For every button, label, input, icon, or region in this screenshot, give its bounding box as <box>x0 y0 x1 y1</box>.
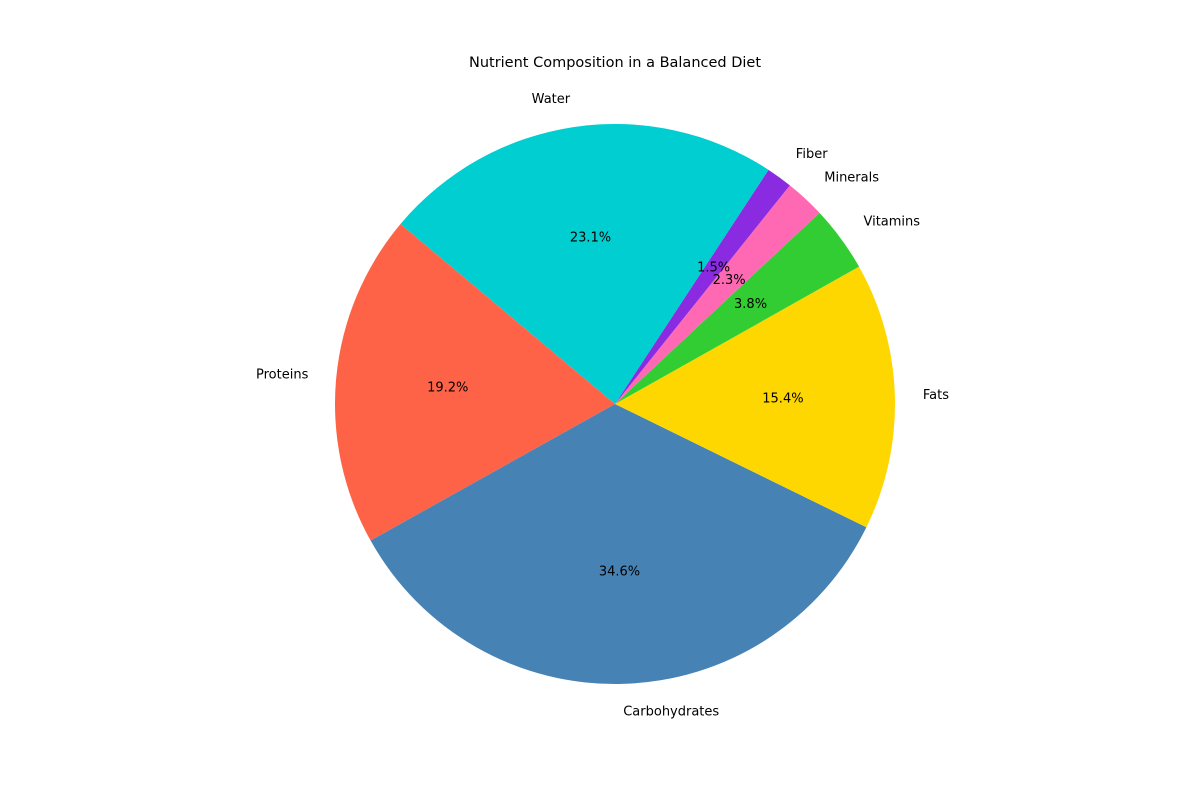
slice-percent-fats: 15.4% <box>762 392 803 407</box>
pie-percent-labels: 19.2% 34.6% 15.4% 3.8% 2.3%1.5% 23.1% <box>427 230 803 579</box>
slice-percent-proteins: 19.2% <box>427 381 468 396</box>
slice-percent-vitamins: 3.8% <box>734 297 767 312</box>
pie-slice-carbohydrates <box>370 404 867 684</box>
slice-label-water: Water <box>532 92 571 107</box>
slice-percent-water: 23.1% <box>570 230 611 245</box>
pie-slice-water <box>400 124 769 404</box>
slice-label-vitamins: Vitamins <box>863 215 920 230</box>
chart-title: Nutrient Composition in a Balanced Diet <box>469 55 761 71</box>
pie-slice-fats <box>615 266 895 528</box>
slice-percent-carbohydrates: 34.6% <box>599 564 640 579</box>
slice-label-minerals: Minerals <box>824 170 879 185</box>
slice-percent-fiber: 1.5% <box>697 260 730 275</box>
pie-slices <box>335 124 895 684</box>
slice-label-proteins: Proteins <box>256 367 309 382</box>
pie-labels: Proteins Carbohydrates Fats Vitamins Mineral… <box>256 92 949 720</box>
pie-slice-vitamins <box>615 212 860 404</box>
slice-label-fiber: Fiber <box>796 147 828 162</box>
pie-slice-fiber <box>615 169 790 404</box>
slice-percent-minerals: 2.3% <box>713 273 746 288</box>
pie-slice-minerals <box>615 185 820 404</box>
slice-label-carbohydrates: Carbohydrates <box>623 704 719 719</box>
slice-label-fats: Fats <box>923 388 949 403</box>
pie-slice-proteins <box>335 224 615 541</box>
